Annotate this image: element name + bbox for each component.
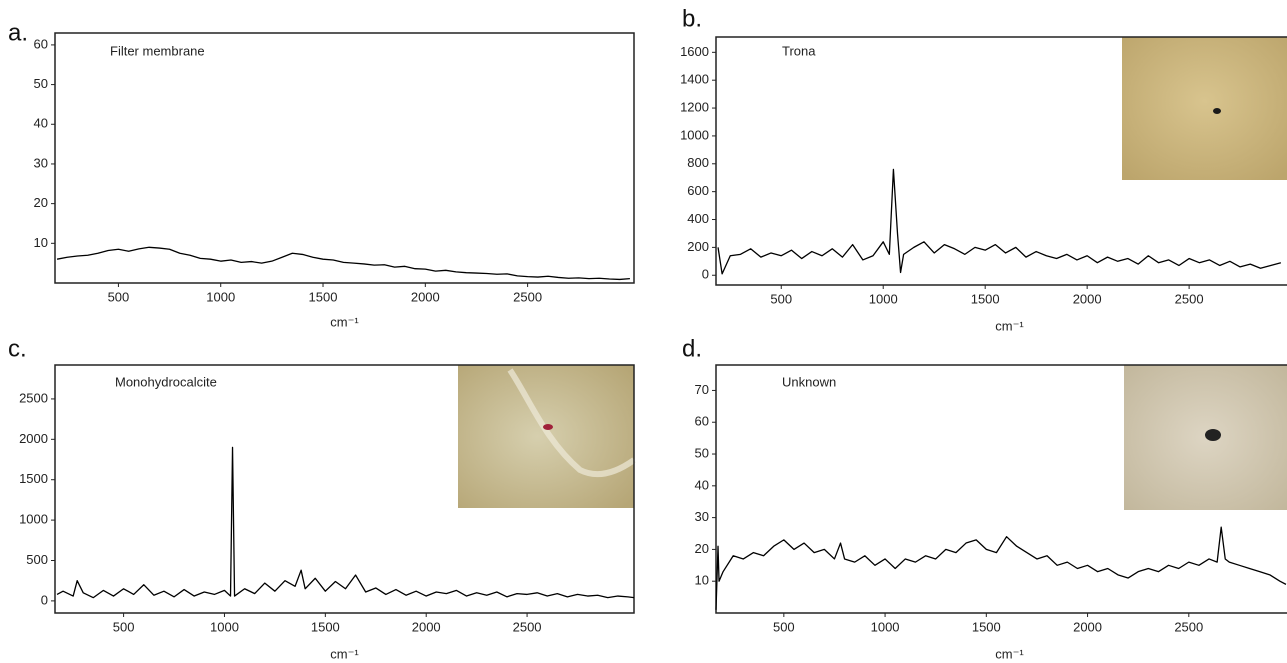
y-tick-label: 40 <box>34 116 48 131</box>
panel-label: d. <box>682 335 702 362</box>
x-tick-label: 1000 <box>206 289 235 304</box>
y-tick-label: 60 <box>695 414 709 429</box>
inset-particle <box>1213 108 1221 114</box>
x-axis-label: cm⁻¹ <box>995 646 1024 661</box>
y-tick-label: 1000 <box>19 512 48 527</box>
y-tick-label: 30 <box>34 155 48 170</box>
y-tick-label: 500 <box>26 552 48 567</box>
x-tick-label: 2500 <box>1175 291 1204 306</box>
spectrum-line <box>717 168 1282 275</box>
x-tick-label: 500 <box>113 619 135 634</box>
y-tick-label: 0 <box>702 267 709 282</box>
panel-label: c. <box>8 335 27 362</box>
x-axis-label: cm⁻¹ <box>995 318 1024 333</box>
x-tick-label: 1500 <box>311 619 340 634</box>
x-tick-label: 2000 <box>1073 291 1102 306</box>
spectrum-line <box>56 446 635 599</box>
axis-frame <box>54 32 635 284</box>
inset-micrograph <box>1122 37 1287 180</box>
x-tick-label: 2000 <box>412 619 441 634</box>
inset-feature <box>507 368 636 478</box>
x-tick-label: 1500 <box>971 291 1000 306</box>
y-tick-label: 2000 <box>19 431 48 446</box>
spectrum-title: Trona <box>782 43 816 58</box>
x-tick-label: 500 <box>770 291 792 306</box>
inset-micrograph <box>458 365 636 508</box>
y-tick-label: 1200 <box>680 99 709 114</box>
inset-particle <box>1205 429 1221 441</box>
y-tick-label: 40 <box>695 477 709 492</box>
y-tick-label: 800 <box>687 155 709 170</box>
x-axis-label: cm⁻¹ <box>330 314 359 329</box>
spectrum-title: Monohydrocalcite <box>115 374 217 389</box>
inset-image <box>1124 365 1287 510</box>
y-tick-label: 2500 <box>19 390 48 405</box>
axis-frame <box>54 364 635 614</box>
x-tick-label: 2500 <box>1174 619 1203 634</box>
x-tick-label: 1000 <box>871 619 900 634</box>
y-tick-label: 600 <box>687 183 709 198</box>
x-tick-label: 1500 <box>972 619 1001 634</box>
y-tick-label: 200 <box>687 239 709 254</box>
x-tick-label: 1500 <box>309 289 338 304</box>
x-tick-label: 500 <box>108 289 130 304</box>
y-tick-label: 20 <box>695 541 709 556</box>
y-tick-label: 400 <box>687 211 709 226</box>
x-tick-label: 2500 <box>513 619 542 634</box>
x-tick-label: 500 <box>773 619 795 634</box>
inset-image <box>1122 37 1287 180</box>
x-tick-label: 2500 <box>513 289 542 304</box>
x-tick-label: 1000 <box>869 291 898 306</box>
y-tick-label: 30 <box>695 509 709 524</box>
panel-label: b. <box>682 5 702 32</box>
y-tick-label: 50 <box>695 445 709 460</box>
y-tick-label: 20 <box>34 195 48 210</box>
y-tick-label: 1500 <box>19 471 48 486</box>
x-axis-label: cm⁻¹ <box>330 646 359 661</box>
inset-micrograph <box>1124 365 1287 510</box>
panel-label: a. <box>8 19 28 46</box>
x-tick-label: 2000 <box>411 289 440 304</box>
y-tick-label: 60 <box>34 36 48 51</box>
y-tick-label: 10 <box>34 235 48 250</box>
y-tick-label: 1600 <box>680 44 709 59</box>
spectrum-line <box>56 246 630 281</box>
spectrum-title: Unknown <box>782 374 836 389</box>
y-tick-label: 10 <box>695 573 709 588</box>
x-tick-label: 2000 <box>1073 619 1102 634</box>
axis-frame <box>715 364 1287 614</box>
axis-frame <box>715 36 1287 286</box>
y-tick-label: 70 <box>695 382 709 397</box>
inset-particle <box>543 424 553 430</box>
y-tick-label: 1000 <box>680 127 709 142</box>
spectrum-title: Filter membrane <box>110 43 205 58</box>
y-tick-label: 1400 <box>680 72 709 87</box>
spectrum-line <box>715 526 1287 610</box>
y-tick-label: 50 <box>34 76 48 91</box>
y-tick-label: 0 <box>41 592 48 607</box>
inset-image <box>458 365 634 508</box>
x-tick-label: 1000 <box>210 619 239 634</box>
